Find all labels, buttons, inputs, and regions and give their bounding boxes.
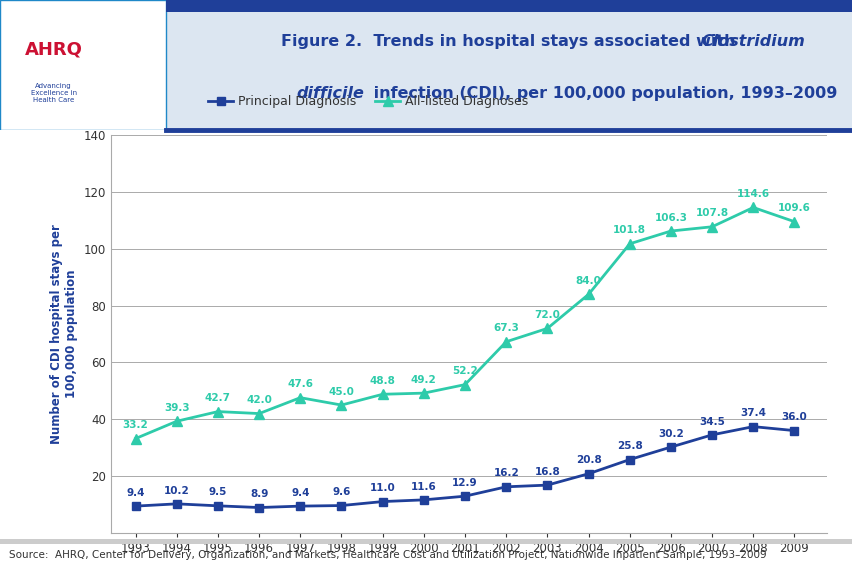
Bar (166, 0, 852, 130)
Text: 67.3: 67.3 (492, 323, 519, 334)
Principal Diagnosis (254, 504, 264, 511)
Text: 101.8: 101.8 (613, 225, 646, 236)
All-listed Diagnoses (500, 338, 510, 345)
Text: 16.8: 16.8 (534, 467, 560, 477)
Text: 47.6: 47.6 (287, 380, 313, 389)
Principal Diagnosis (171, 501, 181, 507)
Principal Diagnosis (377, 498, 388, 505)
Text: 106.3: 106.3 (653, 213, 687, 223)
Text: 16.2: 16.2 (492, 468, 519, 479)
Text: Advancing
Excellence in
Health Care: Advancing Excellence in Health Care (31, 84, 77, 103)
Text: AHRQ: AHRQ (25, 40, 83, 58)
All-listed Diagnoses (542, 325, 552, 332)
Text: 107.8: 107.8 (694, 209, 728, 218)
Principal Diagnosis (665, 444, 676, 450)
Text: 20.8: 20.8 (575, 456, 601, 465)
Text: 84.0: 84.0 (575, 276, 601, 286)
All-listed Diagnoses (171, 418, 181, 425)
Text: 9.4: 9.4 (126, 488, 145, 498)
Text: 48.8: 48.8 (369, 376, 395, 386)
Principal Diagnosis (213, 502, 223, 509)
Text: 25.8: 25.8 (616, 441, 642, 451)
Text: 42.7: 42.7 (204, 393, 231, 403)
All-listed Diagnoses (747, 204, 757, 211)
Principal Diagnosis (542, 482, 552, 488)
Text: Figure 2.  Trends in hospital stays associated with: Figure 2. Trends in hospital stays assoc… (281, 34, 741, 49)
All-listed Diagnoses (665, 228, 676, 234)
Text: Clostridium: Clostridium (700, 34, 804, 49)
Principal Diagnosis (500, 483, 510, 490)
All-listed Diagnoses (295, 394, 305, 401)
Principal Diagnosis (130, 503, 141, 510)
Principal Diagnosis (747, 423, 757, 430)
Line: All-listed Diagnoses: All-listed Diagnoses (130, 203, 798, 444)
Text: 10.2: 10.2 (164, 486, 189, 495)
Text: 34.5: 34.5 (699, 416, 724, 426)
Text: 36.0: 36.0 (780, 412, 806, 422)
Text: 9.5: 9.5 (209, 487, 227, 498)
Principal Diagnosis (295, 503, 305, 510)
Text: 9.4: 9.4 (291, 488, 309, 498)
Text: 9.6: 9.6 (332, 487, 350, 497)
Legend: Principal Diagnosis, All-listed Diagnoses: Principal Diagnosis, All-listed Diagnose… (203, 90, 532, 113)
Text: Source:  AHRQ, Center for Delivery, Organization, and Markets, Healthcare Cost a: Source: AHRQ, Center for Delivery, Organ… (9, 551, 765, 560)
Principal Diagnosis (459, 492, 469, 499)
Bar (166, 0, 852, 12)
Bar (0, 539, 852, 544)
Principal Diagnosis (583, 470, 593, 477)
All-listed Diagnoses (377, 391, 388, 397)
All-listed Diagnoses (459, 381, 469, 388)
Principal Diagnosis (788, 427, 798, 434)
Text: 42.0: 42.0 (246, 395, 272, 406)
Text: 52.2: 52.2 (452, 366, 477, 376)
Text: 37.4: 37.4 (740, 408, 765, 418)
Text: 12.9: 12.9 (452, 478, 477, 488)
Text: infection (CDI), per 100,000 population, 1993–2009: infection (CDI), per 100,000 population,… (368, 86, 837, 101)
Principal Diagnosis (418, 497, 429, 503)
All-listed Diagnoses (213, 408, 223, 415)
Text: difficile: difficile (296, 86, 365, 101)
Text: 72.0: 72.0 (534, 310, 560, 320)
Text: 49.2: 49.2 (411, 375, 436, 385)
All-listed Diagnoses (254, 410, 264, 417)
All-listed Diagnoses (130, 435, 141, 442)
All-listed Diagnoses (788, 218, 798, 225)
Text: 45.0: 45.0 (328, 386, 354, 397)
Text: 11.6: 11.6 (411, 482, 436, 491)
Text: 39.3: 39.3 (164, 403, 189, 413)
Text: 30.2: 30.2 (657, 429, 683, 439)
Principal Diagnosis (624, 456, 634, 463)
Text: 109.6: 109.6 (777, 203, 810, 213)
All-listed Diagnoses (624, 240, 634, 247)
Line: Principal Diagnosis: Principal Diagnosis (131, 423, 797, 511)
All-listed Diagnoses (706, 223, 717, 230)
Text: 8.9: 8.9 (250, 489, 268, 499)
Bar (0, 0, 166, 130)
Y-axis label: Number of CDI hospital stays per
100,000 population: Number of CDI hospital stays per 100,000… (50, 224, 78, 444)
Principal Diagnosis (706, 431, 717, 438)
All-listed Diagnoses (336, 401, 346, 408)
Text: 33.2: 33.2 (123, 420, 148, 430)
All-listed Diagnoses (418, 390, 429, 397)
All-listed Diagnoses (583, 291, 593, 298)
Text: 114.6: 114.6 (736, 189, 769, 199)
Text: 11.0: 11.0 (370, 483, 395, 493)
Principal Diagnosis (336, 502, 346, 509)
